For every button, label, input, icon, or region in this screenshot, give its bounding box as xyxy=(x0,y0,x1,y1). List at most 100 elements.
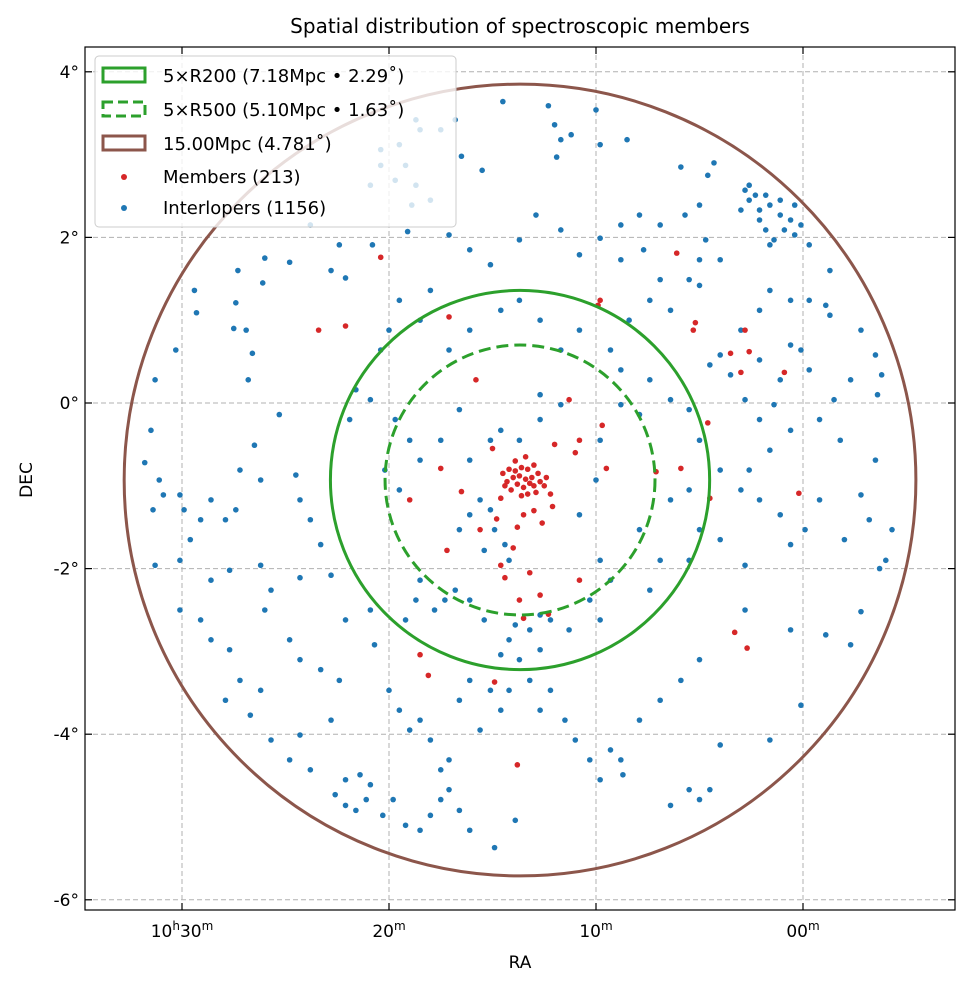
members-point xyxy=(673,250,680,256)
interlopers-point xyxy=(558,401,564,408)
interlopers-point xyxy=(251,442,258,449)
interlopers-point xyxy=(208,497,214,503)
interlopers-point xyxy=(437,767,444,773)
interlopers-point xyxy=(247,712,254,718)
interlopers-point xyxy=(767,287,773,294)
interlopers-point xyxy=(717,256,723,263)
interlopers-point xyxy=(545,102,552,109)
interlopers-point xyxy=(452,587,459,593)
interlopers-point xyxy=(858,327,864,333)
interlopers-point xyxy=(576,511,583,518)
interlopers-point xyxy=(446,757,452,763)
members-point xyxy=(744,645,750,651)
members-point xyxy=(514,524,521,530)
interlopers-point xyxy=(558,136,564,143)
interlopers-point xyxy=(626,317,632,324)
members-point xyxy=(690,327,697,333)
interlopers-point xyxy=(640,247,647,253)
interlopers-point xyxy=(756,357,763,363)
x-tick-label: 00m xyxy=(786,919,819,942)
members-point xyxy=(537,592,543,598)
interlopers-point xyxy=(816,497,823,503)
interlopers-point xyxy=(336,677,343,684)
interlopers-point xyxy=(150,507,156,513)
legend-label-interlopers: Interlopers (1156) xyxy=(163,198,326,219)
interlopers-point xyxy=(787,627,794,633)
interlopers-point xyxy=(193,309,200,316)
interlopers-point xyxy=(262,607,268,613)
interlopers-point xyxy=(858,608,864,615)
interlopers-point xyxy=(297,574,303,581)
interlopers-point xyxy=(678,677,684,684)
interlopers-point xyxy=(798,222,804,228)
x-tick-label: 10h30m xyxy=(151,919,214,942)
interlopers-point xyxy=(191,287,198,294)
interlopers-point xyxy=(593,107,599,113)
legend-swatch-r500 xyxy=(101,100,147,118)
interlopers-point xyxy=(827,312,833,319)
legend: 5×R200 (7.18Mpc • 2.29˚) 5×R500 (5.10Mpc… xyxy=(94,55,457,228)
interlopers-point xyxy=(696,437,703,444)
members-point xyxy=(531,483,537,489)
interlopers-point xyxy=(682,212,688,218)
members-point xyxy=(520,484,527,491)
interlopers-point xyxy=(746,182,752,189)
chart-title: Spatial distribution of spectroscopic me… xyxy=(290,14,750,38)
members-point xyxy=(315,327,322,333)
interlopers-point xyxy=(696,656,703,663)
interlopers-point xyxy=(551,121,558,128)
interlopers-point xyxy=(286,637,293,643)
interlopers-point xyxy=(297,732,303,738)
members-point xyxy=(377,254,384,261)
interlopers-point xyxy=(466,511,473,518)
interlopers-point xyxy=(363,796,370,803)
interlopers-point xyxy=(257,477,264,483)
interlopers-point xyxy=(576,327,583,333)
interlopers-point xyxy=(756,307,763,314)
x-tick-label: 10m xyxy=(579,919,612,942)
interlopers-point xyxy=(647,297,653,304)
interlopers-point xyxy=(208,637,214,643)
interlopers-point xyxy=(597,557,603,564)
interlopers-point xyxy=(636,212,643,218)
interlopers-point xyxy=(369,242,376,248)
interlopers-point xyxy=(141,459,148,466)
interlopers-point xyxy=(307,767,314,773)
interlopers-point xyxy=(328,572,334,579)
interlopers-point xyxy=(506,637,512,643)
interlopers-point xyxy=(618,256,624,263)
interlopers-point xyxy=(402,822,409,829)
interlopers-point xyxy=(307,516,314,523)
interlopers-point xyxy=(657,557,663,564)
axis-ticks: 10h30m 20m 10m 00m 4° 2° 0° -2° -4° -6° xyxy=(54,47,955,942)
interlopers-point xyxy=(466,327,473,333)
interlopers-point xyxy=(533,212,539,218)
interlopers-point xyxy=(878,372,885,378)
interlopers-point xyxy=(456,697,463,704)
interlopers-point xyxy=(647,587,653,593)
interlopers-point xyxy=(686,786,692,793)
interlopers-point xyxy=(177,557,183,564)
interlopers-point xyxy=(526,677,533,684)
interlopers-point xyxy=(831,396,837,403)
interlopers-point xyxy=(481,547,488,554)
members-point xyxy=(502,483,508,489)
interlopers-point xyxy=(516,237,523,243)
y-tick-label: -2° xyxy=(54,560,79,580)
interlopers-point xyxy=(717,742,723,748)
interlopers-point xyxy=(466,597,473,603)
interlopers-point xyxy=(516,437,523,444)
interlopers-point xyxy=(771,401,777,408)
interlopers-point xyxy=(837,437,844,444)
members-point xyxy=(796,490,802,497)
members-point xyxy=(746,348,752,355)
members-point xyxy=(543,474,550,481)
interlopers-point xyxy=(702,237,709,243)
interlopers-point xyxy=(767,202,773,208)
members-point xyxy=(504,478,510,485)
interlopers-point xyxy=(777,377,784,383)
interlopers-point xyxy=(497,307,504,314)
interlopers-point xyxy=(466,677,473,684)
interlopers-point xyxy=(297,497,303,503)
members-point xyxy=(522,454,529,460)
